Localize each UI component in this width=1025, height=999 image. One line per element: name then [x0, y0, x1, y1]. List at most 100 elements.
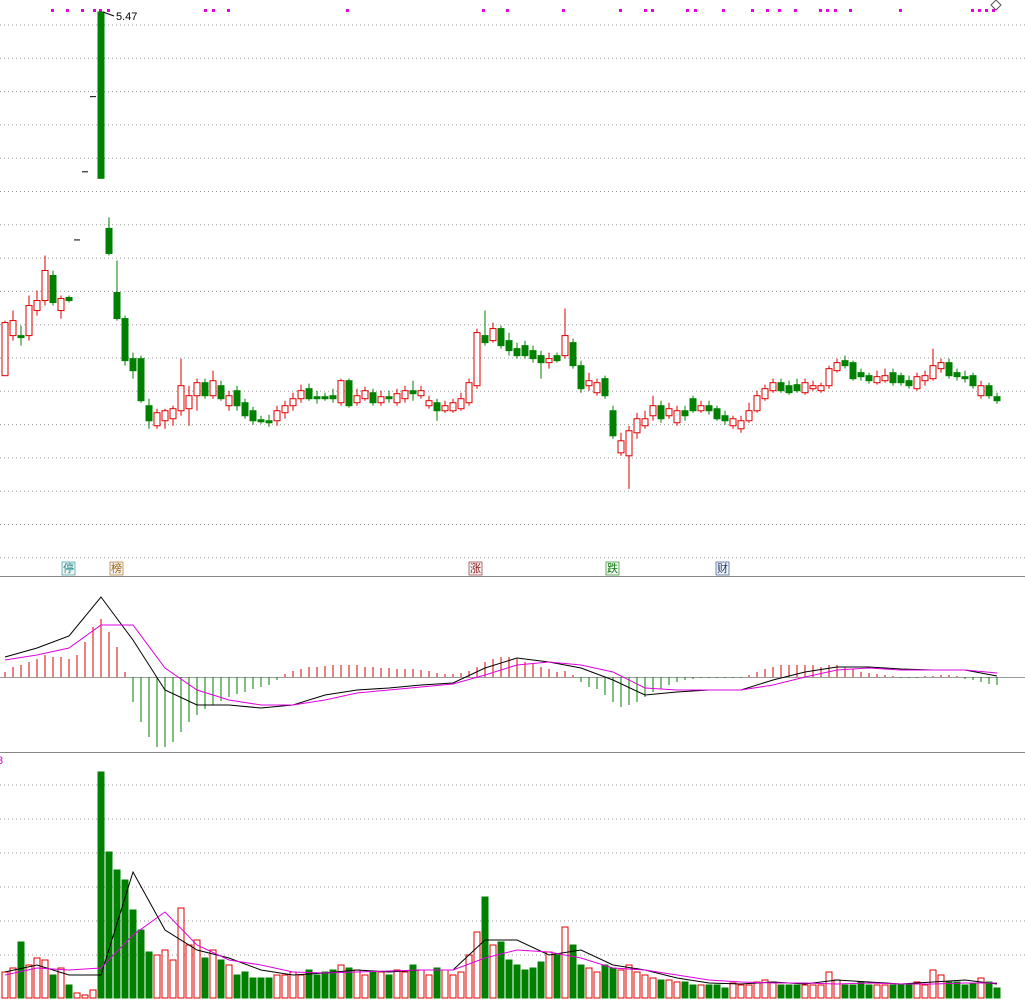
volume-bar: [993, 987, 1001, 999]
volume-bar: [169, 959, 177, 999]
candle-body: [905, 380, 913, 387]
candle-body: [129, 358, 137, 372]
candle-body: [857, 372, 865, 378]
volume-bar: [353, 969, 361, 999]
candle-body: [537, 355, 545, 364]
event-marker: 停: [63, 561, 74, 575]
candle-body: [465, 382, 473, 404]
volume-bar: [465, 954, 473, 999]
candle-body: [833, 362, 841, 372]
candle-body: [153, 412, 161, 427]
candle-body: [1, 322, 9, 377]
volume-bar: [73, 992, 81, 999]
candle-body: [185, 395, 193, 410]
volume-bar: [737, 984, 745, 999]
candle-body: [801, 382, 809, 394]
candle-body: [209, 380, 217, 397]
volume-bar: [521, 969, 529, 999]
volume-bar: [865, 984, 873, 999]
candle-body: [553, 355, 561, 362]
candle-body: [377, 396, 385, 404]
event-dot: [971, 9, 974, 12]
candle-body: [41, 269, 49, 302]
event-dot: [826, 9, 829, 12]
volume-bar: [905, 984, 913, 999]
candle-body: [105, 227, 113, 254]
event-dot: [562, 9, 565, 12]
candle-body: [393, 393, 401, 404]
volume-bar: [25, 964, 33, 999]
candle-body: [545, 358, 553, 364]
candle-body: [265, 420, 273, 424]
candle-body: [145, 405, 153, 422]
volume-bar: [633, 971, 641, 999]
candle-body: [9, 320, 17, 337]
event-dot: [99, 9, 102, 12]
volume-bar: [145, 951, 153, 999]
volume-bar: [801, 984, 809, 999]
candle-body: [745, 410, 753, 422]
corner-icon: [990, 0, 1002, 11]
event-dot: [81, 9, 84, 12]
candle-body: [481, 335, 489, 344]
volume-bar: [953, 981, 961, 999]
candle-body: [873, 376, 881, 384]
candle-body: [425, 400, 433, 407]
candle-body: [753, 395, 761, 412]
candle-body: [249, 410, 257, 422]
event-marker-box: [61, 561, 76, 576]
volume-bar: [841, 984, 849, 999]
volume-bar: [225, 964, 233, 999]
event-dot: [107, 9, 110, 12]
candle-body: [345, 380, 353, 407]
volume-bar: [297, 974, 305, 999]
candle-body: [113, 292, 121, 320]
candle-body: [313, 396, 321, 400]
candle-body: [625, 430, 633, 457]
candle-body: [617, 440, 625, 454]
volume-bar: [377, 971, 385, 999]
candle-body: [57, 298, 65, 312]
event-dot: [794, 9, 797, 12]
candle-body: [705, 405, 713, 412]
candle-body: [817, 385, 825, 392]
candle-body: [961, 376, 969, 380]
volume-bar: [137, 929, 145, 999]
candle-body: [201, 382, 209, 397]
candle-body: [993, 396, 1001, 402]
event-dot: [978, 9, 981, 12]
volume-bar: [17, 941, 25, 999]
event-marker: 榜: [111, 561, 122, 575]
candle-body: [633, 418, 641, 434]
volume-bar: [489, 944, 497, 999]
volume-bar: [337, 964, 345, 999]
volume-bar: [969, 983, 977, 999]
volume-bar: [273, 974, 281, 999]
volume-bar: [809, 984, 817, 999]
candle-body: [409, 390, 417, 395]
candle-body: [841, 360, 849, 367]
candle-body: [657, 405, 665, 420]
volume-bar: [849, 984, 857, 999]
volume-ma-line: [4, 911, 997, 985]
candle-body: [761, 388, 769, 400]
event-dot: [619, 9, 622, 12]
candle-body: [169, 408, 177, 420]
volume-bar: [593, 971, 601, 999]
volume-bar: [265, 977, 273, 999]
volume-bar: [185, 944, 193, 999]
event-dot: [346, 9, 349, 12]
volume-bar: [649, 977, 657, 999]
volume-bar: [761, 979, 769, 999]
candle-body: [897, 375, 905, 384]
event-marker-box: [468, 561, 483, 576]
candle-body: [977, 385, 985, 397]
volume-bar: [833, 979, 841, 999]
macd-line: [4, 596, 998, 709]
candle-body: [641, 418, 649, 427]
volume-bar: [537, 961, 545, 999]
candle-body: [665, 408, 673, 417]
volume-bar: [177, 907, 185, 999]
volume-bar: [985, 981, 993, 999]
